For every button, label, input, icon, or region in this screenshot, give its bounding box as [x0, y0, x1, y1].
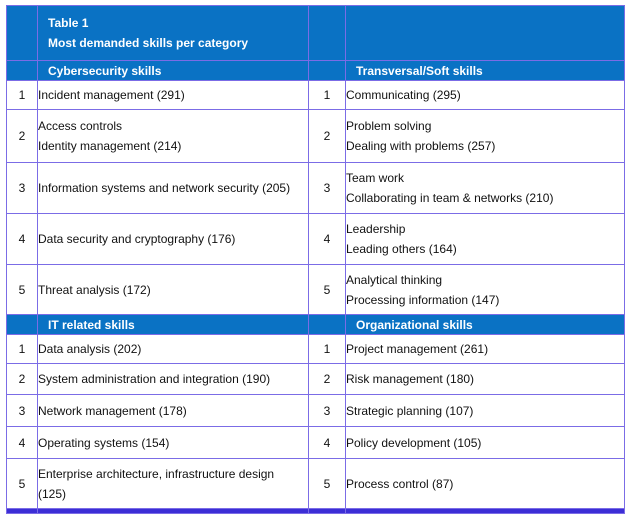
- rank-cell: 1: [6, 80, 38, 110]
- skill-cell: Project management (261): [345, 334, 625, 364]
- section-header-row: IT related skills Organizational skills: [6, 314, 625, 335]
- table-caption-cell: Table 1 Most demanded skills per categor…: [37, 5, 309, 61]
- rank-cell: 5: [6, 458, 38, 509]
- table-row: 3 Network management (178) 3 Strategic p…: [6, 394, 625, 427]
- rank-cell: 3: [6, 162, 38, 214]
- skill-cell: Problem solving Dealing with problems (2…: [345, 109, 625, 163]
- skill-cell: Policy development (105): [345, 426, 625, 459]
- skill-cell: Network management (178): [37, 394, 309, 427]
- skill-cell: Threat analysis (172): [37, 264, 309, 315]
- table-row: 1 Data analysis (202) 1 Project manageme…: [6, 334, 625, 364]
- table-row: 1 Incident management (291) 1 Communicat…: [6, 80, 625, 110]
- table-title: Table 1: [48, 16, 89, 30]
- rank-cell: 4: [308, 426, 346, 459]
- rank-cell: 3: [308, 394, 346, 427]
- header-spacer-cell: [308, 314, 346, 335]
- rank-cell: 2: [6, 109, 38, 163]
- skill-cell: Communicating (295): [345, 80, 625, 110]
- skill-cell: Data analysis (202): [37, 334, 309, 364]
- rank-cell: 5: [308, 458, 346, 509]
- skill-cell: Incident management (291): [37, 80, 309, 110]
- footer-bar-cell: [6, 508, 38, 514]
- table-row: 2 System administration and integration …: [6, 363, 625, 395]
- skill-cell: Operating systems (154): [37, 426, 309, 459]
- skill-cell: System administration and integration (1…: [37, 363, 309, 395]
- skill-cell: Leadership Leading others (164): [345, 213, 625, 265]
- rank-cell: 1: [308, 334, 346, 364]
- header-spacer-cell: [308, 60, 346, 81]
- rank-cell: 5: [308, 264, 346, 315]
- table-row: 3 Information systems and network securi…: [6, 162, 625, 214]
- skills-table: Table 1 Most demanded skills per categor…: [6, 5, 625, 514]
- title-spacer-cell: [345, 5, 625, 61]
- table-footer-bar: [6, 508, 625, 514]
- title-spacer-cell: [6, 5, 38, 61]
- table-caption-row: Table 1 Most demanded skills per categor…: [6, 5, 625, 61]
- rank-cell: 2: [308, 363, 346, 395]
- skill-cell: Analytical thinking Processing informati…: [345, 264, 625, 315]
- footer-bar-cell: [345, 508, 625, 514]
- footer-bar-cell: [37, 508, 309, 514]
- rank-cell: 4: [6, 426, 38, 459]
- footer-bar-cell: [308, 508, 346, 514]
- title-spacer-cell: [308, 5, 346, 61]
- header-cybersecurity-skills: Cybersecurity skills: [37, 60, 309, 81]
- header-organizational-skills: Organizational skills: [345, 314, 625, 335]
- table-row: 5 Threat analysis (172) 5 Analytical thi…: [6, 264, 625, 315]
- table-row: 5 Enterprise architecture, infrastructur…: [6, 458, 625, 509]
- rank-cell: 2: [308, 109, 346, 163]
- table-row: 4 Data security and cryptography (176) 4…: [6, 213, 625, 265]
- skill-cell: Risk management (180): [345, 363, 625, 395]
- table-caption: Table 1 Most demanded skills per categor…: [39, 7, 308, 54]
- skill-cell: Process control (87): [345, 458, 625, 509]
- table-row: 2 Access controls Identity management (2…: [6, 109, 625, 163]
- skill-cell: Access controls Identity management (214…: [37, 109, 309, 163]
- header-spacer-cell: [6, 60, 38, 81]
- header-transversal-soft-skills: Transversal/Soft skills: [345, 60, 625, 81]
- skill-cell: Data security and cryptography (176): [37, 213, 309, 265]
- header-it-related-skills: IT related skills: [37, 314, 309, 335]
- skill-cell: Enterprise architecture, infrastructure …: [37, 458, 309, 509]
- table-subtitle: Most demanded skills per category: [48, 36, 249, 50]
- rank-cell: 1: [6, 334, 38, 364]
- rank-cell: 4: [6, 213, 38, 265]
- section-header-row: Cybersecurity skills Transversal/Soft sk…: [6, 60, 625, 81]
- table-row: 4 Operating systems (154) 4 Policy devel…: [6, 426, 625, 459]
- skill-cell: Information systems and network security…: [37, 162, 309, 214]
- rank-cell: 5: [6, 264, 38, 315]
- rank-cell: 3: [308, 162, 346, 214]
- header-spacer-cell: [6, 314, 38, 335]
- rank-cell: 3: [6, 394, 38, 427]
- rank-cell: 2: [6, 363, 38, 395]
- rank-cell: 4: [308, 213, 346, 265]
- skill-cell: Strategic planning (107): [345, 394, 625, 427]
- skill-cell: Team work Collaborating in team & networ…: [345, 162, 625, 214]
- rank-cell: 1: [308, 80, 346, 110]
